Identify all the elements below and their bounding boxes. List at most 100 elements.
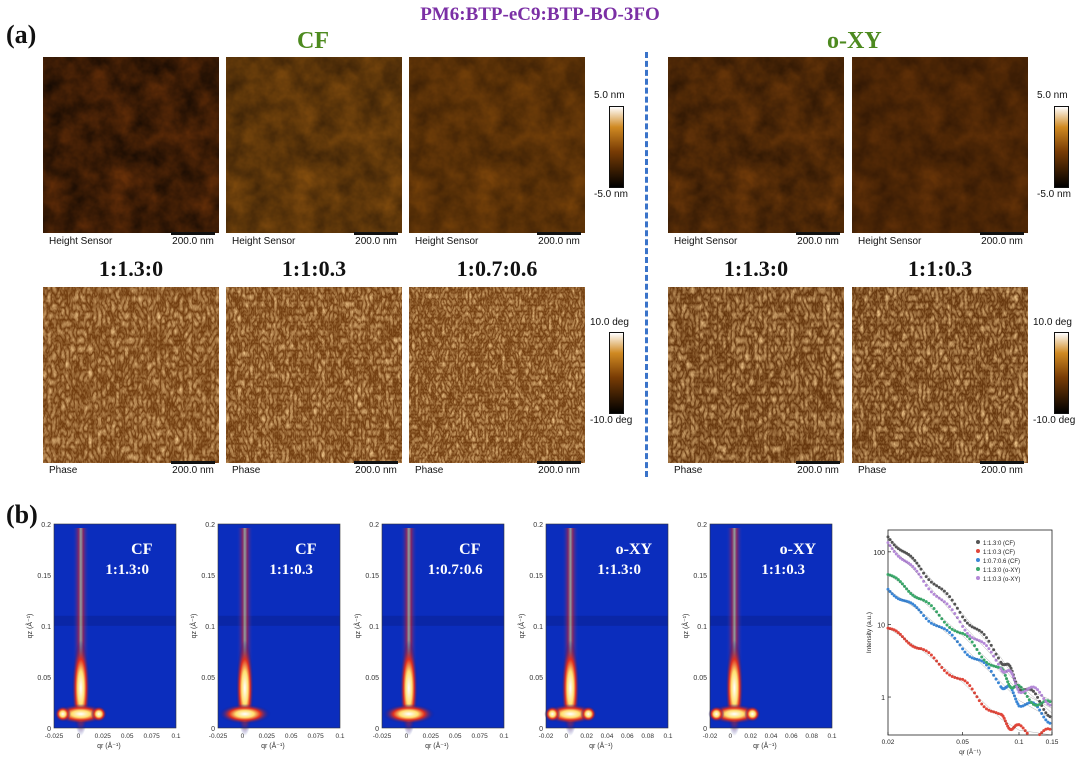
data-point xyxy=(970,687,974,691)
data-point xyxy=(961,677,965,681)
data-point xyxy=(900,582,904,586)
x-axis-label: qr (Å⁻¹) xyxy=(589,741,613,750)
y-tick-label: 0 xyxy=(703,726,707,733)
legend-entry: 1:1:0.3 (o-XY) xyxy=(983,577,1020,583)
data-point xyxy=(924,649,928,653)
data-point xyxy=(1040,693,1044,697)
data-point xyxy=(894,552,898,556)
y-tick-label: 0.1 xyxy=(533,624,543,631)
scale-bar: 200.0 nm xyxy=(536,232,582,247)
y-tick-label: 0.2 xyxy=(369,522,379,529)
data-point xyxy=(927,619,931,623)
data-point xyxy=(965,631,969,635)
phase-caption: Phase xyxy=(415,465,444,476)
data-point xyxy=(942,668,946,672)
data-point xyxy=(994,658,998,662)
data-point xyxy=(917,564,921,568)
x-tick-label: 0.075 xyxy=(143,733,160,740)
data-point xyxy=(1014,697,1018,701)
data-point xyxy=(900,635,904,639)
map-label-ratio: 1:0.7:0.6 xyxy=(428,562,483,578)
y-tick-label: 0 xyxy=(211,726,215,733)
data-point xyxy=(994,652,998,656)
afm-height-image xyxy=(852,57,1028,233)
data-point xyxy=(958,610,962,614)
data-point xyxy=(1002,716,1006,720)
data-point xyxy=(968,655,972,659)
afm-height-image xyxy=(409,57,585,233)
series-4 xyxy=(886,541,1053,707)
data-point xyxy=(958,631,962,635)
legend-marker xyxy=(976,540,980,544)
y-tick-label: 0.05 xyxy=(37,675,51,682)
data-point xyxy=(1044,700,1048,704)
data-point xyxy=(932,623,936,627)
data-point xyxy=(975,638,979,642)
data-point xyxy=(886,587,890,591)
data-point xyxy=(975,627,979,631)
gisaxs-map: o-XY1:1.3:000.050.10.150.2-0.02 0 0.02 0.04… xyxy=(517,522,673,750)
legend-entry: 1:0.7:0.6 (CF) xyxy=(983,559,1020,565)
data-point xyxy=(1017,684,1021,688)
data-point xyxy=(1048,700,1052,704)
data-point xyxy=(1042,697,1046,701)
data-point xyxy=(905,587,909,591)
x-tick-label: 0.05 xyxy=(285,733,298,740)
map-label-ratio: 1:1:0.3 xyxy=(269,562,313,578)
data-point xyxy=(987,639,991,643)
data-point xyxy=(963,618,967,622)
ratio-label: 1:1.3:0 xyxy=(98,256,164,281)
data-point xyxy=(922,614,926,618)
data-point xyxy=(940,666,944,670)
height-colorbar-min: -5.0 nm xyxy=(594,189,628,200)
data-point xyxy=(965,681,969,685)
scale-bar: 200.0 nm xyxy=(170,232,216,247)
scale-bar: 200.0 nm xyxy=(536,461,582,476)
gisaxs-map: CF1:1.3:000.050.10.150.2-0.025 0 0.025 0.05… xyxy=(25,522,181,750)
x-tick-label: 0.06 xyxy=(621,733,634,740)
data-point xyxy=(1003,719,1007,723)
data-point xyxy=(896,554,900,558)
data-point xyxy=(932,607,936,611)
phase-caption: Phase xyxy=(674,465,703,476)
x-axis-label: qr (Å⁻¹) xyxy=(959,747,981,756)
data-point xyxy=(915,569,919,573)
fit-line xyxy=(887,627,1053,736)
fit-line xyxy=(887,543,1053,701)
intensity-plot: 1 10 100 0.02 0.05 0.1 0.15 qr (Å⁻¹) Intensity (… xyxy=(866,529,1059,756)
data-point xyxy=(965,621,969,625)
side-peak xyxy=(744,706,761,722)
x-tick-label: 0.025 xyxy=(259,733,276,740)
ratio-label: 1:0.7:0.6 xyxy=(456,256,538,281)
data-point xyxy=(911,564,915,568)
x-axis-label: qr (Å⁻¹) xyxy=(261,741,285,750)
data-point xyxy=(937,585,941,589)
data-point xyxy=(935,659,939,663)
data-point xyxy=(992,673,996,677)
height-caption: Height Sensor xyxy=(49,236,113,247)
data-point xyxy=(961,631,965,635)
data-point xyxy=(913,558,917,562)
data-point xyxy=(968,684,972,688)
phase-colorbar xyxy=(1054,332,1069,414)
map-frame xyxy=(545,523,669,729)
scale-bar: 200.0 nm xyxy=(795,232,841,247)
data-point xyxy=(894,629,898,633)
data-point xyxy=(1038,699,1042,703)
data-point xyxy=(989,669,993,673)
height-caption: Height Sensor xyxy=(232,236,296,247)
data-point xyxy=(1048,721,1052,725)
data-point xyxy=(927,587,931,591)
data-point xyxy=(973,644,977,648)
phase-caption: Phase xyxy=(49,465,78,476)
data-point xyxy=(996,665,1000,669)
height-colorbar xyxy=(609,106,624,188)
scale-bar: 200.0 nm xyxy=(353,232,399,247)
fit-line xyxy=(887,573,1053,709)
gisaxs-map: CF1:0.7:0.600.050.10.150.2-0.025 0 0.025 0.… xyxy=(353,522,509,750)
panel-b-label: (b) xyxy=(6,500,38,529)
data-point xyxy=(996,681,1000,685)
data-point xyxy=(963,650,967,654)
data-point xyxy=(932,592,936,596)
data-point xyxy=(970,640,974,644)
